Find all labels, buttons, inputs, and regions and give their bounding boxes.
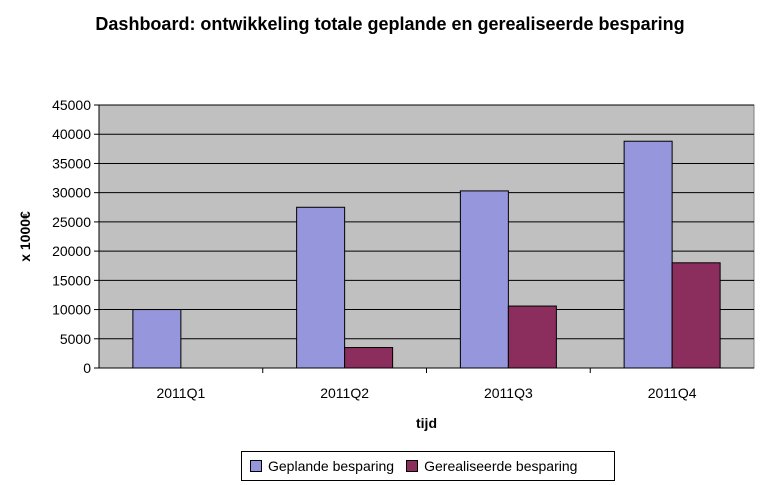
- y-tick-label: 45000: [52, 97, 91, 113]
- legend-swatch-gerealiseerde: [406, 460, 419, 472]
- bar-geplande-2011Q2: [296, 206, 346, 369]
- y-tick-label: 40000: [52, 126, 91, 142]
- x-tick-label: 2011Q1: [156, 385, 205, 401]
- bar-gerealiseerde-2011Q4: [671, 262, 721, 369]
- legend-entry-geplande: Geplande besparing: [250, 458, 394, 474]
- y-tick-labels: 0 5000 10000 15000 20000 25000 30000 35000 40000…: [52, 97, 91, 376]
- y-tick-label: 10000: [52, 302, 91, 318]
- x-tick-label: 2011Q3: [484, 385, 533, 401]
- bars-group: [132, 140, 721, 369]
- x-tick-label: 2011Q4: [648, 385, 697, 401]
- y-tick-label: 25000: [52, 214, 91, 230]
- y-tick-label: 20000: [52, 243, 91, 259]
- legend-entry-gerealiseerde: Gerealiseerde besparing: [406, 458, 577, 474]
- bar-geplande-2011Q1: [132, 309, 182, 369]
- bar-gerealiseerde-2011Q3: [507, 305, 557, 369]
- axes: [98, 105, 754, 373]
- legend: Geplande besparing Gerealiseerde bespari…: [241, 451, 615, 481]
- y-tick-label: 5000: [60, 331, 91, 347]
- legend-swatch-geplande: [250, 460, 262, 472]
- y-axis-label: x 1000€: [17, 211, 33, 262]
- bar-gerealiseerde-2011Q2: [344, 347, 394, 369]
- x-axis-label: tijd: [416, 415, 437, 431]
- x-tick-labels: 2011Q1 2011Q2 2011Q3 2011Q4: [156, 385, 696, 401]
- legend-label-gerealiseerde: Gerealiseerde besparing: [424, 458, 578, 474]
- bar-geplande-2011Q3: [459, 190, 509, 369]
- x-tick-label: 2011Q2: [320, 385, 369, 401]
- chart-title: Dashboard: ontwikkeling totale geplande …: [95, 14, 685, 34]
- bar-geplande-2011Q4: [623, 140, 673, 369]
- y-tick-label: 15000: [52, 272, 91, 288]
- y-tick-label: 35000: [52, 155, 91, 171]
- legend-label-geplande: Geplande besparing: [268, 458, 395, 474]
- y-tick-label: 0: [83, 360, 91, 376]
- y-tick-label: 30000: [52, 185, 91, 201]
